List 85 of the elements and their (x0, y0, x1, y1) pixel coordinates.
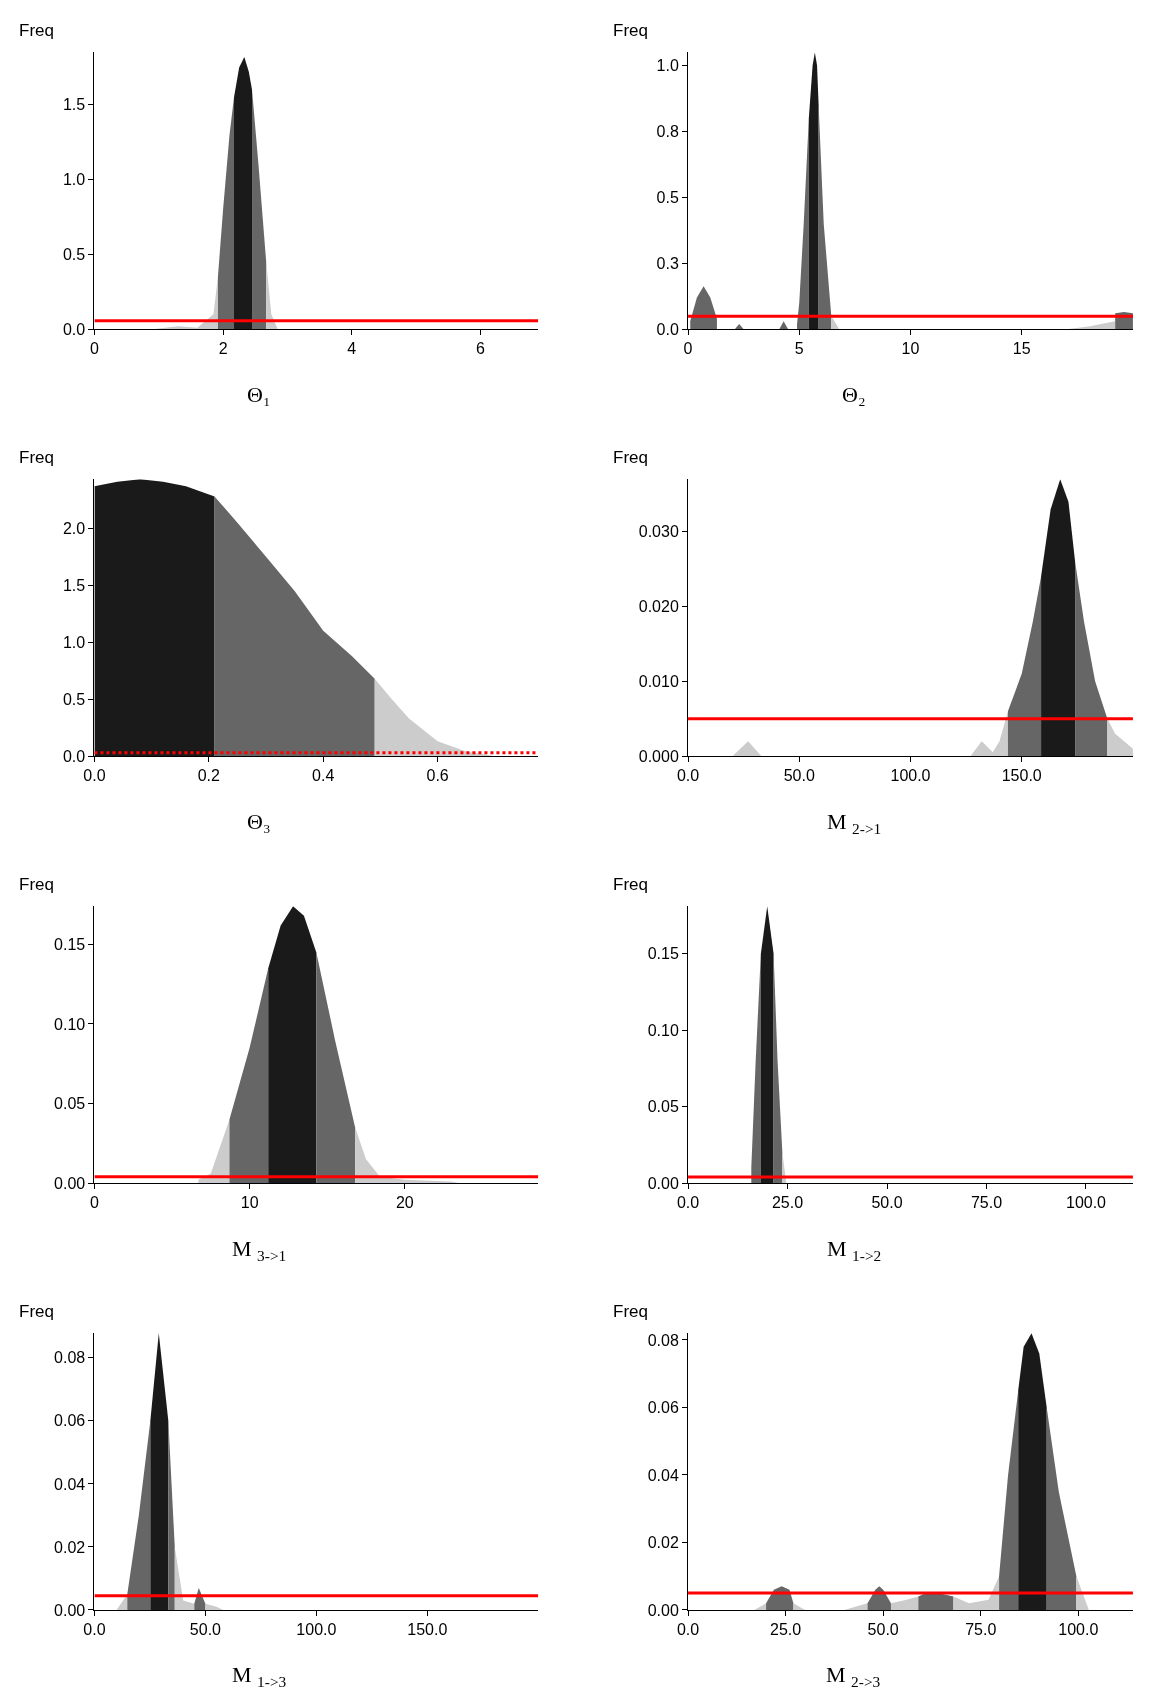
y-tick-label: 0.8 (656, 123, 679, 141)
x-tick-label: 75.0 (970, 1194, 1003, 1212)
y-axis-title: Freq (19, 448, 54, 467)
y-tick-label: 0.10 (647, 1021, 679, 1039)
y-axis-title: Freq (613, 875, 648, 894)
y-tick-label: 0.15 (54, 936, 86, 954)
y-axis-title: Freq (19, 21, 54, 40)
x-tick-label: 0.0 (83, 767, 106, 785)
x-axis-title: Θ₂ (842, 382, 866, 407)
y-tick-label: 0.10 (54, 1015, 86, 1033)
x-tick-label: 50.0 (189, 1621, 222, 1639)
x-tick-label: 100.0 (890, 767, 931, 785)
x-axis-title: M $_{1->2}$ (827, 1236, 882, 1264)
y-tick-label: 0.030 (638, 523, 679, 541)
x-tick-label: 75.0 (965, 1621, 997, 1639)
x-tick-label: 0.6 (426, 767, 449, 785)
y-tick-label: 0.010 (638, 672, 679, 690)
y-tick-label: 0.5 (656, 188, 679, 206)
y-tick-label: 0.08 (54, 1349, 86, 1367)
y-tick-label: 0.00 (647, 1174, 679, 1192)
x-tick-label: 20 (395, 1194, 414, 1212)
y-tick-label: 0.05 (647, 1098, 679, 1116)
y-tick-label: 0.020 (638, 598, 679, 616)
x-axis-title: M $_{1->3}$ (232, 1662, 287, 1690)
x-axis-title: Θ₁ (247, 382, 271, 407)
x-tick-label: 0 (89, 1194, 99, 1212)
x-tick-label: 0.0 (676, 1621, 700, 1639)
y-tick-label: 0.00 (54, 1601, 86, 1619)
y-tick-label: 1.0 (62, 633, 86, 651)
y-tick-label: 1.0 (62, 171, 86, 189)
x-tick-label: 4 (347, 340, 357, 358)
y-tick-label: 1.0 (656, 57, 679, 75)
x-tick-label: 2 (218, 340, 228, 358)
x-axis-title: M $_{2->1}$ (827, 809, 882, 837)
x-tick-label: 0 (89, 340, 99, 358)
x-tick-label: 10 (240, 1194, 259, 1212)
y-tick-label: 0.00 (647, 1601, 679, 1619)
y-tick-label: 0.04 (54, 1475, 86, 1493)
x-tick-label: 100.0 (296, 1621, 337, 1639)
x-tick-label: 15 (1012, 340, 1031, 358)
y-tick-label: 0.000 (638, 747, 679, 765)
y-tick-label: 2.0 (62, 519, 86, 537)
x-tick-label: 50.0 (867, 1621, 899, 1639)
y-tick-label: 0.00 (54, 1174, 86, 1192)
y-tick-label: 0.3 (656, 254, 679, 272)
x-tick-label: 100.0 (1058, 1621, 1099, 1639)
x-tick-label: 0 (683, 340, 693, 358)
y-tick-label: 0.06 (54, 1412, 86, 1430)
y-axis-title: Freq (613, 21, 648, 40)
x-tick-label: 0.0 (676, 767, 700, 785)
x-tick-label: 0.4 (312, 767, 335, 785)
x-axis-title: M $_{2->3}$ (826, 1662, 881, 1690)
y-tick-label: 0.02 (54, 1538, 86, 1556)
x-tick-label: 150.0 (407, 1621, 448, 1639)
y-tick-label: 0.06 (647, 1399, 679, 1417)
x-tick-label: 0.2 (197, 767, 221, 785)
x-tick-label: 0.0 (676, 1194, 700, 1212)
y-tick-label: 0.08 (647, 1331, 679, 1349)
y-tick-label: 0.0 (656, 320, 679, 338)
y-tick-label: 0.0 (62, 747, 86, 765)
y-tick-label: 0.5 (62, 690, 86, 708)
y-axis-title: Freq (613, 1302, 648, 1321)
x-tick-label: 50.0 (783, 767, 815, 785)
y-tick-label: 0.5 (62, 245, 86, 263)
x-tick-label: 6 (475, 340, 485, 358)
y-axis-title: Freq (19, 875, 54, 894)
x-tick-label: 25.0 (770, 1621, 802, 1639)
y-tick-label: 0.15 (647, 945, 679, 963)
x-tick-label: 100.0 (1065, 1194, 1107, 1212)
x-tick-label: 25.0 (771, 1194, 804, 1212)
x-tick-label: 0.0 (83, 1621, 106, 1639)
y-tick-label: 0.04 (647, 1466, 679, 1484)
x-tick-label: 50.0 (871, 1194, 903, 1212)
x-tick-label: 10 (901, 340, 920, 358)
y-tick-label: 1.5 (62, 96, 86, 114)
x-axis-title: Θ₃ (247, 809, 271, 834)
y-tick-label: 1.5 (62, 576, 86, 594)
y-axis-title: Freq (613, 448, 648, 467)
x-axis-title: M $_{3->1}$ (232, 1236, 287, 1264)
y-axis-title: Freq (19, 1302, 54, 1321)
y-tick-label: 0.05 (54, 1095, 86, 1113)
x-tick-label: 150.0 (1001, 767, 1042, 785)
y-tick-label: 0.0 (62, 320, 86, 338)
y-tick-label: 0.02 (647, 1534, 679, 1552)
x-tick-label: 5 (794, 340, 804, 358)
